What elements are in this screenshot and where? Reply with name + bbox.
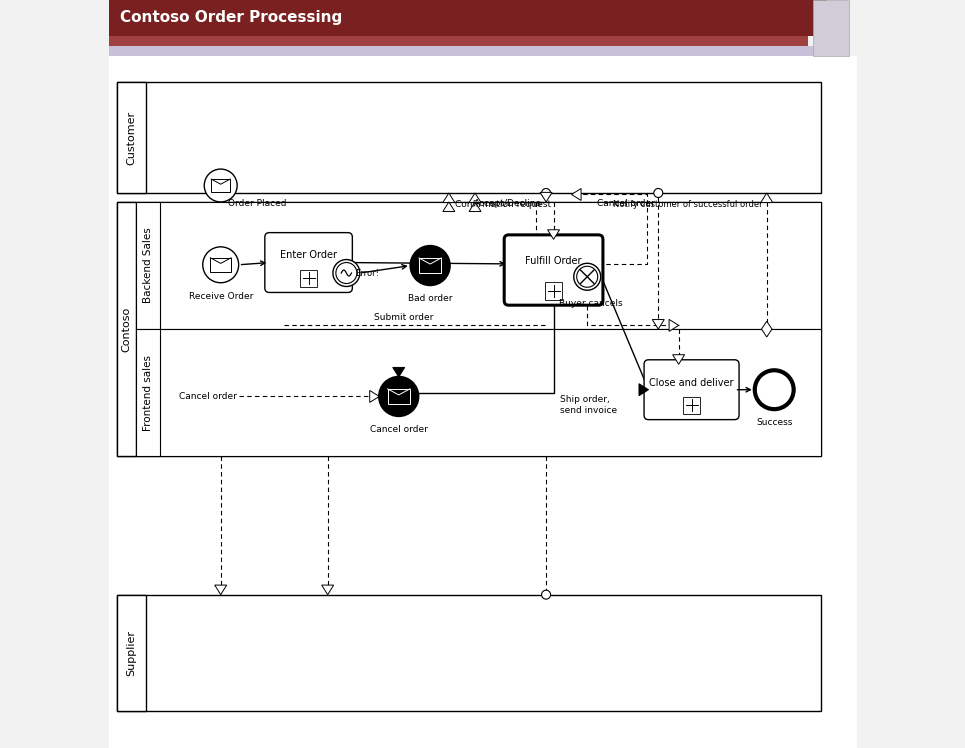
Polygon shape	[673, 355, 684, 364]
Bar	[118, 82, 820, 193]
Polygon shape	[547, 230, 560, 239]
Circle shape	[574, 263, 600, 290]
Bar	[118, 82, 146, 193]
Bar	[813, 0, 849, 56]
Bar	[388, 389, 410, 404]
Bar	[118, 202, 136, 456]
Circle shape	[336, 263, 357, 283]
Text: Cancel order: Cancel order	[179, 392, 237, 401]
Bar	[118, 595, 820, 711]
Polygon shape	[571, 188, 581, 200]
Text: Notify customer of successful order: Notify customer of successful order	[614, 200, 763, 209]
Polygon shape	[469, 193, 481, 203]
Circle shape	[541, 590, 551, 599]
Text: Customer: Customer	[126, 111, 137, 165]
Polygon shape	[443, 193, 455, 203]
Circle shape	[654, 188, 663, 197]
Circle shape	[333, 260, 360, 286]
Polygon shape	[469, 202, 481, 212]
Text: Buyer cancels: Buyer cancels	[559, 299, 622, 308]
Text: Confirmation request: Confirmation request	[455, 200, 551, 209]
Text: Success: Success	[756, 418, 792, 427]
Text: Enter Order: Enter Order	[280, 251, 337, 260]
Bar	[211, 179, 231, 192]
Polygon shape	[540, 192, 552, 202]
Bar	[136, 329, 820, 456]
Bar	[108, 46, 827, 56]
Polygon shape	[761, 322, 772, 337]
Circle shape	[205, 169, 237, 202]
Text: Backend Sales: Backend Sales	[143, 227, 153, 304]
Text: Bad order: Bad order	[408, 294, 453, 303]
Text: Fulfill Order: Fulfill Order	[525, 257, 582, 266]
Text: Close and deliver: Close and deliver	[649, 378, 733, 387]
Text: Error!: Error!	[355, 269, 379, 278]
Text: Order Placed: Order Placed	[228, 199, 287, 208]
Bar	[118, 595, 146, 711]
Text: Supplier: Supplier	[126, 630, 137, 675]
FancyBboxPatch shape	[644, 360, 739, 420]
Text: Submit order: Submit order	[374, 313, 433, 322]
Bar	[545, 282, 563, 300]
Circle shape	[411, 246, 450, 285]
FancyBboxPatch shape	[504, 235, 603, 305]
Bar	[118, 202, 820, 456]
Text: Ship order,
send invoice: Ship order, send invoice	[560, 395, 617, 414]
Bar	[136, 202, 160, 329]
Text: Accept/Decline: Accept/Decline	[474, 199, 542, 208]
Circle shape	[203, 247, 238, 283]
Bar	[136, 329, 160, 456]
Polygon shape	[215, 585, 227, 595]
Bar	[136, 202, 820, 329]
Bar	[108, 36, 808, 46]
Text: Cancel order: Cancel order	[370, 425, 427, 434]
Bar	[300, 269, 317, 287]
Bar	[683, 396, 701, 414]
Text: Contoso: Contoso	[122, 307, 132, 352]
Polygon shape	[760, 193, 773, 203]
Bar	[108, 0, 827, 36]
Circle shape	[755, 370, 793, 409]
Polygon shape	[669, 319, 678, 331]
Circle shape	[379, 377, 418, 416]
Bar	[419, 258, 441, 273]
Text: Receive Order: Receive Order	[188, 292, 253, 301]
Polygon shape	[652, 319, 664, 329]
FancyBboxPatch shape	[264, 233, 352, 292]
Polygon shape	[215, 192, 227, 202]
Circle shape	[216, 188, 225, 197]
Polygon shape	[639, 384, 648, 396]
Polygon shape	[321, 585, 334, 595]
Circle shape	[541, 188, 551, 197]
Polygon shape	[443, 202, 455, 212]
Polygon shape	[393, 367, 404, 377]
Text: Contoso Order Processing: Contoso Order Processing	[120, 10, 342, 25]
Bar	[210, 258, 231, 272]
Text: Frontend sales: Frontend sales	[143, 355, 153, 431]
Circle shape	[577, 266, 597, 287]
Text: Cancel order: Cancel order	[596, 199, 654, 208]
Polygon shape	[370, 390, 379, 402]
